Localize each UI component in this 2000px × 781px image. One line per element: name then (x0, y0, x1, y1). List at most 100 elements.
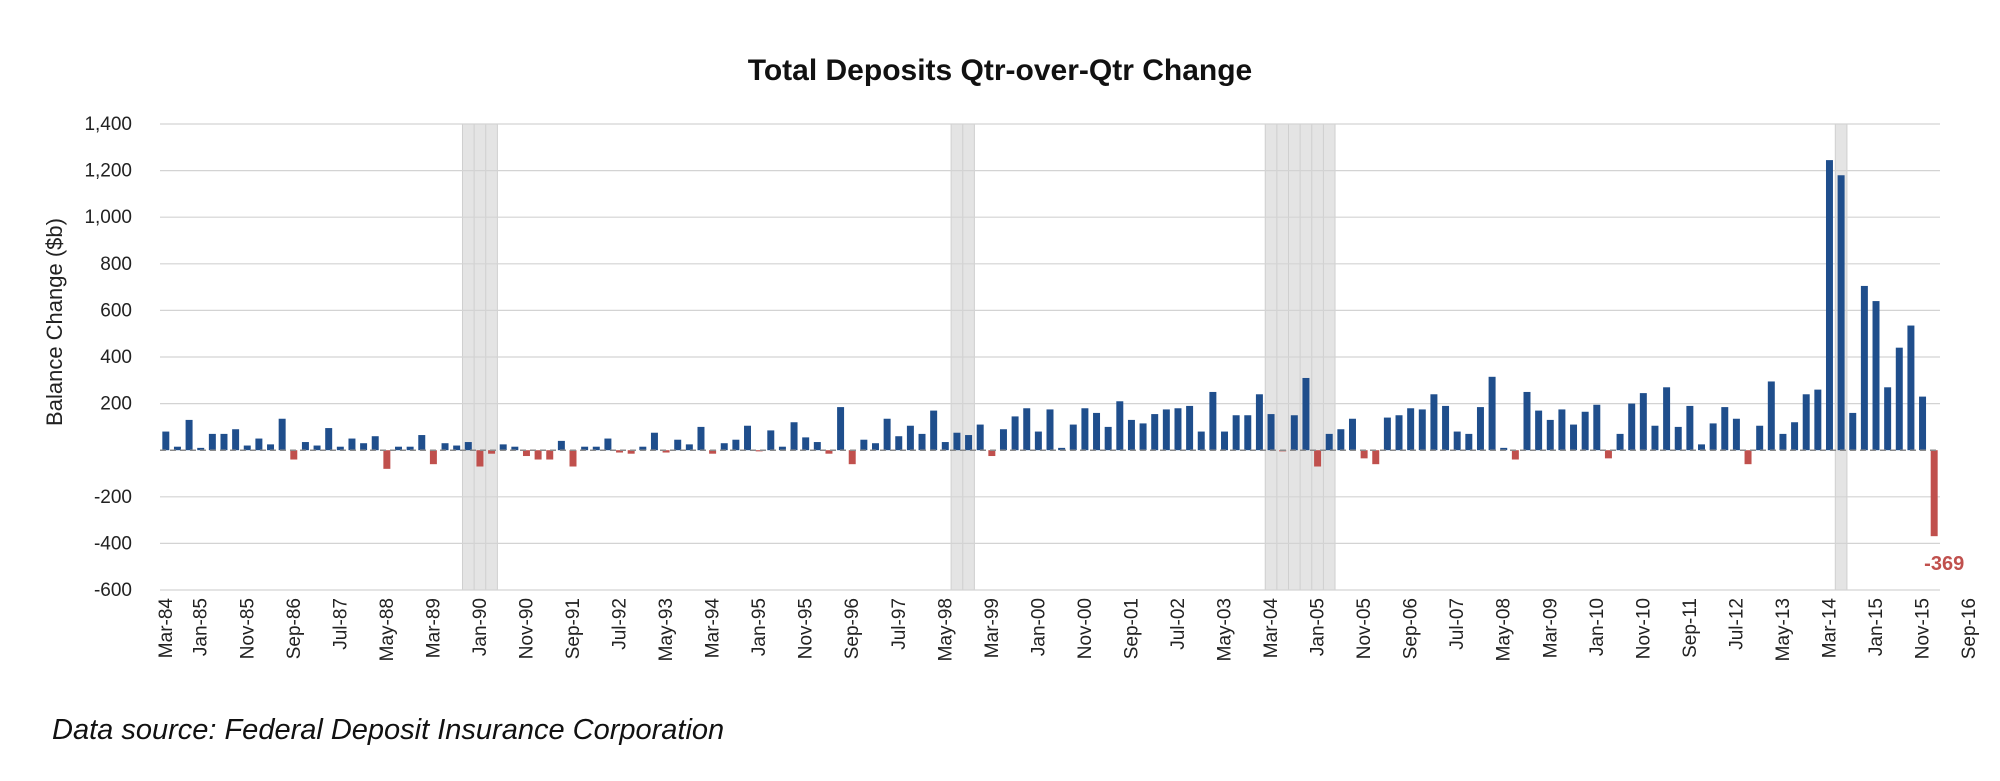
y-tick-label: 400 (100, 347, 132, 368)
y-tick-label: -600 (94, 580, 132, 601)
bar (778, 446, 786, 451)
bar (1756, 425, 1764, 451)
bar (1825, 160, 1833, 451)
bar (1802, 394, 1810, 451)
bar (290, 450, 298, 460)
x-tick-label: May-13 (1773, 598, 1794, 661)
x-tick-label: May-88 (377, 598, 398, 661)
x-tick-label: Mar-99 (982, 598, 1003, 658)
bar (255, 438, 263, 451)
bar (965, 435, 973, 451)
bar (1581, 411, 1589, 451)
y-tick-label: 1,400 (84, 114, 132, 135)
bar (1698, 444, 1705, 451)
bar (1523, 391, 1531, 451)
bar (1046, 409, 1054, 451)
data-source-note: Data source: Federal Deposit Insurance C… (52, 714, 725, 746)
bar (697, 426, 705, 451)
bar (604, 438, 612, 451)
bar (406, 446, 414, 451)
bar (650, 432, 658, 451)
bar (1116, 401, 1124, 451)
bar (1069, 424, 1077, 451)
bar (476, 450, 484, 467)
x-tick-label: May-08 (1494, 598, 1515, 661)
bar (988, 450, 996, 457)
x-tick-label: Sep-16 (1959, 598, 1980, 659)
bar (1686, 405, 1694, 451)
bar (243, 445, 251, 451)
bar (1453, 431, 1461, 451)
x-tick-label: Jan-10 (1587, 598, 1608, 656)
bar (1360, 450, 1368, 459)
bar (1267, 414, 1275, 451)
bar (616, 450, 624, 453)
bar (1476, 407, 1484, 451)
bar (208, 433, 216, 451)
bar (1314, 450, 1322, 467)
bar (1546, 419, 1554, 451)
bar (1814, 389, 1822, 451)
y-axis-label: Balance Change ($b) (42, 218, 67, 426)
bar (418, 435, 426, 451)
bar (220, 433, 228, 451)
bar (534, 450, 542, 460)
bar (1372, 450, 1380, 465)
bar (1418, 409, 1426, 451)
bar (1290, 415, 1298, 451)
bar (941, 442, 949, 451)
bar (325, 428, 333, 451)
bar (592, 446, 600, 451)
x-tick-label: Nov-95 (796, 598, 817, 659)
bar (1127, 419, 1135, 451)
bar (1895, 347, 1903, 451)
bar (278, 418, 286, 451)
x-tick-label: Jul-07 (1447, 598, 1468, 650)
bar (313, 445, 321, 451)
y-tick-label: -400 (94, 533, 132, 554)
bar (1162, 409, 1170, 451)
bar (1709, 423, 1717, 451)
bar (860, 439, 868, 451)
x-tick-label: Jul-87 (330, 598, 351, 650)
bar (1081, 408, 1089, 451)
bar (383, 450, 391, 469)
bar (953, 432, 961, 451)
x-tick-label: Sep-11 (1680, 598, 1701, 658)
x-tick-label: Nov-85 (237, 598, 258, 659)
x-tick-label: Nov-15 (1913, 598, 1934, 659)
bar (441, 443, 449, 451)
x-tick-label: Jul-92 (610, 598, 631, 650)
x-tick-label: Mar-14 (1819, 598, 1840, 659)
bar (639, 446, 647, 451)
y-tick-label: 600 (100, 300, 132, 321)
bar (1663, 387, 1671, 451)
x-tick-label: Jan-95 (749, 598, 770, 656)
bar (1407, 408, 1415, 451)
bar (930, 410, 938, 451)
x-tick-label: Mar-04 (1261, 598, 1282, 659)
bar (1721, 407, 1729, 451)
bar (348, 438, 356, 451)
bar (1104, 426, 1112, 451)
bar (1570, 424, 1578, 451)
bar (1558, 409, 1566, 451)
x-tick-label: Jan-05 (1308, 598, 1329, 656)
bar (1930, 450, 1938, 537)
bar (1674, 426, 1682, 451)
x-tick-label: May-93 (656, 598, 677, 661)
y-tick-label: 1,000 (84, 207, 132, 228)
bar (1197, 431, 1205, 451)
x-tick-label: Nov-00 (1075, 598, 1096, 659)
bar (883, 418, 891, 451)
x-tick-label: Jan-90 (470, 598, 491, 656)
bar (1872, 301, 1880, 451)
x-tick-label: Sep-86 (284, 598, 305, 659)
bar (1255, 394, 1263, 451)
bar (453, 445, 461, 451)
x-tick-labels-group: Mar-84 Jan-85 Nov-85 Sep-86 Jul-87 May-88 Mar-… (156, 598, 1980, 662)
x-tick-label: Jul-12 (1726, 598, 1747, 650)
bar (872, 443, 879, 451)
x-tick-label: Jan-00 (1028, 598, 1049, 656)
bar (1151, 414, 1159, 451)
